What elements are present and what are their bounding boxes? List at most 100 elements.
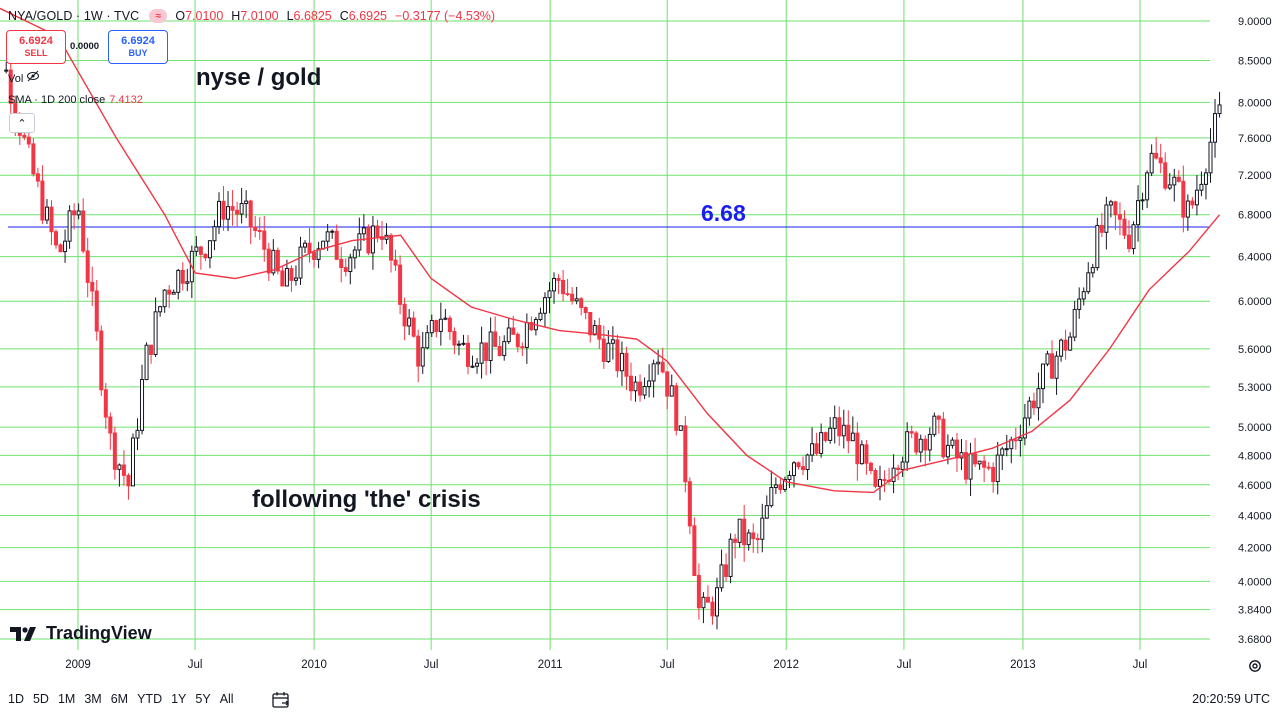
candle[interactable]: [724, 553, 729, 582]
candle[interactable]: [986, 462, 991, 471]
candle[interactable]: [1036, 372, 1041, 421]
candle[interactable]: [425, 325, 430, 350]
candle[interactable]: [275, 247, 280, 275]
candle[interactable]: [298, 236, 303, 285]
candle[interactable]: [715, 577, 720, 630]
candle[interactable]: [54, 229, 59, 249]
range-6m[interactable]: 6M: [110, 692, 129, 706]
candle[interactable]: [683, 416, 688, 493]
candle[interactable]: [434, 319, 439, 338]
collapse-legend-button[interactable]: ⌃: [9, 113, 35, 133]
candle[interactable]: [81, 198, 86, 254]
candle[interactable]: [484, 342, 489, 376]
candle[interactable]: [384, 223, 389, 245]
candle[interactable]: [728, 533, 733, 584]
candle[interactable]: [832, 405, 837, 444]
candle[interactable]: [63, 229, 68, 263]
candle[interactable]: [316, 241, 321, 269]
candle[interactable]: [461, 334, 466, 346]
candle[interactable]: [1004, 434, 1009, 457]
candle[interactable]: [570, 287, 575, 305]
candle[interactable]: [289, 265, 294, 292]
range-1m[interactable]: 1M: [57, 692, 76, 706]
candle[interactable]: [502, 335, 507, 361]
volume-indicator-legend[interactable]: Vol: [8, 70, 40, 85]
candle[interactable]: [411, 311, 416, 338]
candle[interactable]: [810, 427, 815, 463]
candle[interactable]: [1185, 194, 1190, 231]
candle[interactable]: [927, 427, 932, 462]
candle[interactable]: [117, 463, 122, 487]
candle[interactable]: [90, 266, 95, 307]
candle[interactable]: [896, 464, 901, 481]
candle[interactable]: [334, 224, 339, 260]
candle[interactable]: [737, 518, 742, 548]
candle[interactable]: [307, 227, 312, 263]
candle[interactable]: [660, 347, 665, 374]
candle[interactable]: [149, 344, 154, 364]
candle[interactable]: [615, 334, 620, 378]
candle[interactable]: [1050, 340, 1055, 379]
candle[interactable]: [226, 191, 231, 231]
candle[interactable]: [103, 383, 108, 430]
candle[interactable]: [1217, 91, 1222, 118]
candle[interactable]: [443, 308, 448, 321]
candle[interactable]: [49, 200, 54, 245]
sell-button[interactable]: 6.6924 SELL: [6, 30, 66, 64]
candle[interactable]: [1172, 168, 1177, 202]
candle[interactable]: [814, 432, 819, 456]
candle[interactable]: [1018, 424, 1023, 457]
candle[interactable]: [207, 240, 212, 269]
candle[interactable]: [556, 274, 561, 295]
range-1y[interactable]: 1Y: [171, 692, 187, 706]
buy-button[interactable]: 6.6924 BUY: [108, 30, 168, 64]
candle[interactable]: [402, 297, 407, 341]
compare-icon[interactable]: ≈: [149, 9, 168, 23]
candle[interactable]: [407, 309, 412, 336]
candle[interactable]: [493, 316, 498, 347]
candle[interactable]: [846, 410, 851, 454]
candle[interactable]: [248, 199, 253, 245]
candle[interactable]: [379, 221, 384, 251]
candle[interactable]: [466, 334, 471, 375]
candle[interactable]: [900, 456, 905, 477]
candle[interactable]: [1203, 168, 1208, 200]
candle[interactable]: [8, 54, 13, 121]
candle[interactable]: [126, 473, 131, 500]
candle[interactable]: [1104, 196, 1109, 250]
candle[interactable]: [162, 289, 167, 313]
candle[interactable]: [610, 326, 615, 360]
candle[interactable]: [1145, 170, 1150, 209]
candle[interactable]: [638, 374, 643, 402]
candle[interactable]: [524, 313, 529, 364]
candle[interactable]: [828, 417, 833, 444]
candle[interactable]: [158, 305, 163, 317]
candle[interactable]: [1081, 287, 1086, 306]
candle[interactable]: [746, 529, 751, 551]
tradingview-logo[interactable]: TradingView: [10, 623, 152, 644]
title-annotation[interactable]: nyse / gold: [196, 64, 322, 91]
candle[interactable]: [447, 315, 452, 340]
candle[interactable]: [497, 335, 502, 357]
candle[interactable]: [506, 317, 511, 345]
candle[interactable]: [1095, 217, 1100, 271]
candle[interactable]: [624, 346, 629, 391]
candle[interactable]: [1027, 396, 1032, 426]
candle[interactable]: [1176, 169, 1181, 183]
candle[interactable]: [819, 423, 824, 458]
candle[interactable]: [1086, 262, 1091, 295]
candle[interactable]: [1154, 137, 1159, 160]
candle[interactable]: [669, 374, 674, 397]
candle[interactable]: [1045, 350, 1050, 367]
candle[interactable]: [778, 478, 783, 494]
candle[interactable]: [303, 240, 308, 254]
candle[interactable]: [597, 317, 602, 349]
candle[interactable]: [257, 217, 262, 240]
candle[interactable]: [696, 563, 701, 620]
candle[interactable]: [293, 265, 298, 286]
sma-indicator-legend[interactable]: SMA · 1D 200 close 7.4132: [8, 94, 143, 106]
candle[interactable]: [864, 440, 869, 475]
candle[interactable]: [1194, 175, 1199, 216]
candle[interactable]: [787, 470, 792, 489]
candle[interactable]: [601, 325, 606, 369]
